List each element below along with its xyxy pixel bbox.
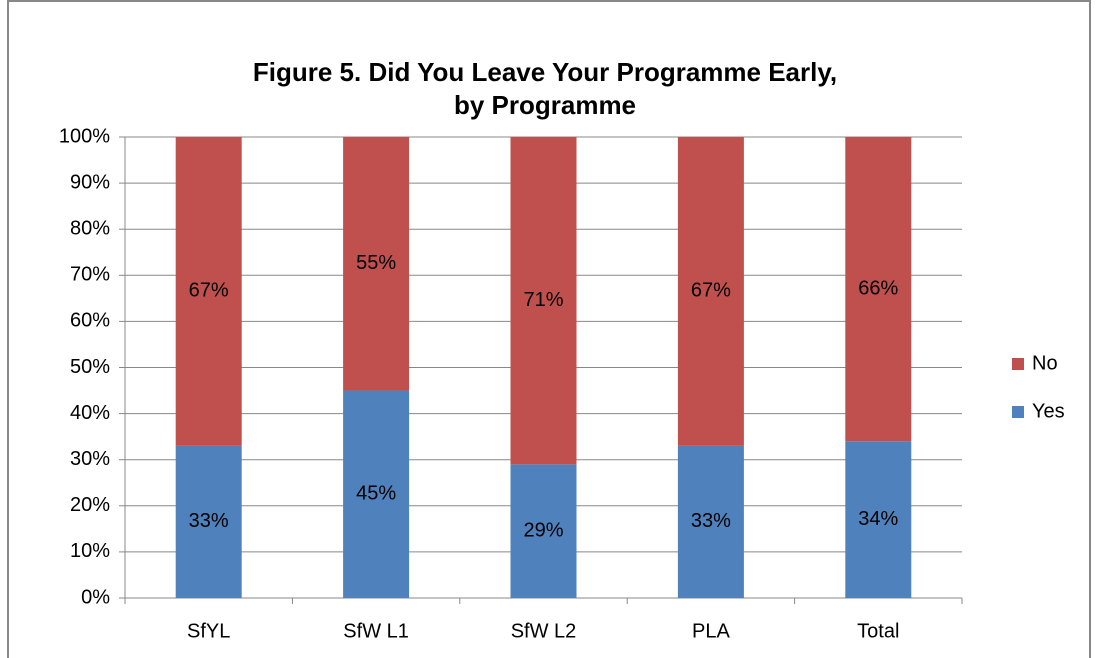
x-tick-label: SfW L1 — [343, 620, 409, 642]
data-label: 45% — [356, 483, 396, 505]
bar-segment — [175, 137, 242, 446]
x-tick-label: SfYL — [187, 620, 230, 642]
data-label: 33% — [189, 510, 229, 532]
bar-segment — [343, 137, 410, 391]
data-label: 29% — [523, 519, 563, 541]
x-tick-label: SfW L2 — [511, 620, 577, 642]
bar-segment — [677, 445, 744, 598]
chart-title: Figure 5. Did You Leave Your Programme E… — [252, 57, 838, 120]
legend-label: Yes — [1032, 400, 1065, 422]
y-tick-label: 40% — [70, 402, 110, 424]
bar-segment — [343, 390, 410, 598]
data-label: 71% — [523, 289, 563, 311]
legend-label: No — [1032, 352, 1058, 374]
x-tick-label: Total — [857, 620, 899, 642]
bar-segment — [677, 137, 744, 446]
y-tick-label: 60% — [70, 310, 110, 332]
y-tick-label: 30% — [70, 448, 110, 470]
bar-segment — [510, 464, 577, 598]
x-tick-label: PLA — [692, 620, 730, 642]
y-tick-label: 50% — [70, 356, 110, 378]
y-tick-label: 10% — [70, 540, 110, 562]
y-tick-label: 70% — [70, 264, 110, 286]
data-label: 66% — [858, 277, 898, 299]
data-label: 34% — [858, 508, 898, 530]
y-tick-label: 80% — [70, 217, 110, 239]
legend-swatch — [1012, 358, 1024, 370]
data-label: 67% — [189, 280, 229, 302]
y-tick-label: 20% — [70, 494, 110, 516]
data-label: 67% — [691, 280, 731, 302]
data-label: 55% — [356, 252, 396, 274]
y-tick-label: 0% — [81, 586, 110, 608]
bar-segment — [845, 137, 912, 442]
bar-segment — [510, 137, 577, 465]
bar-segment — [175, 445, 242, 598]
data-label: 33% — [691, 510, 731, 532]
bar-segment — [845, 441, 912, 598]
legend-swatch — [1012, 406, 1024, 418]
chart-border — [7, 0, 1091, 658]
y-tick-label: 90% — [70, 171, 110, 193]
y-tick-label: 100% — [59, 125, 110, 147]
